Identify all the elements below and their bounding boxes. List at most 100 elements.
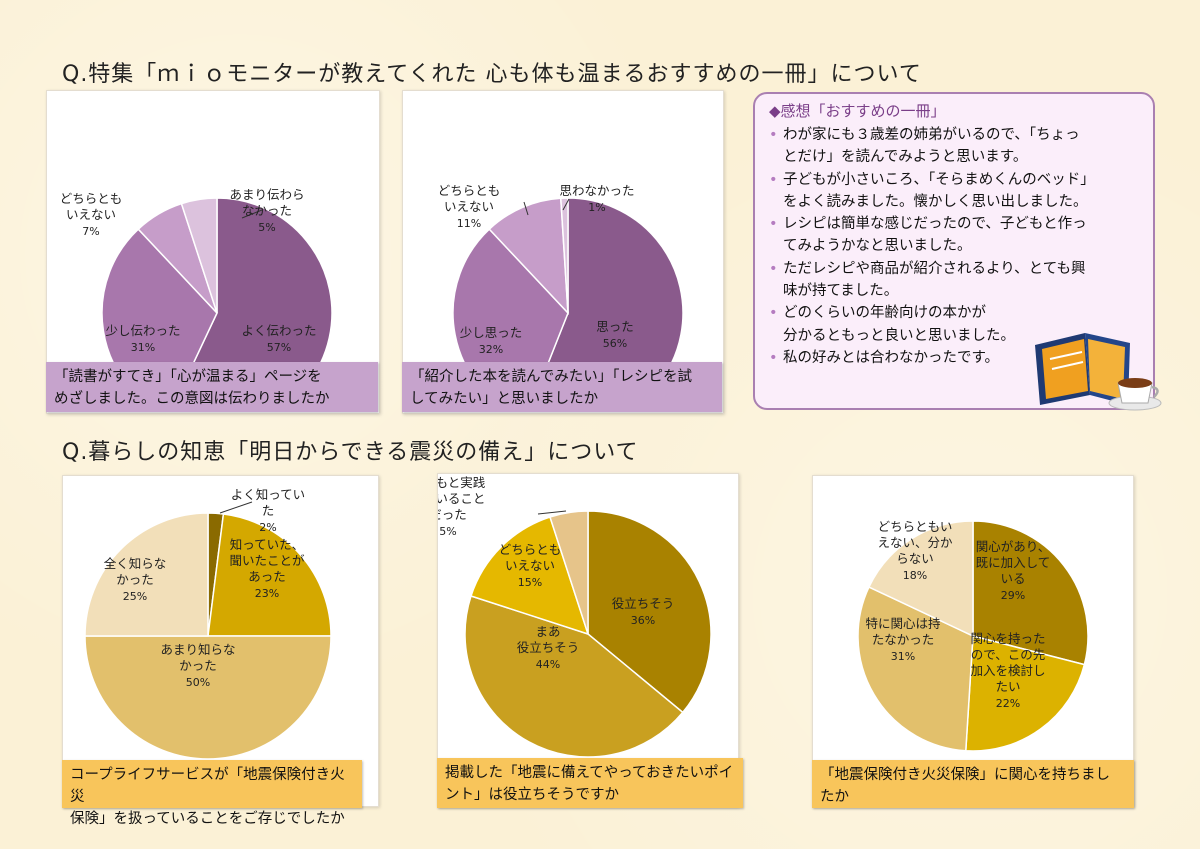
comment-item: • ただレシピや商品が紹介されるより、とても興 味が持てました。 <box>769 258 1149 303</box>
slice-label: もともと実践 <box>438 475 486 490</box>
comments-list: • わが家にも３歳差の姉弟がいるので、「ちょっ とだけ」を読んでみようと思います。 … <box>769 124 1149 369</box>
chart-card-3: よく知っていた 2% 知っていた、 聞いたことが あった 23% あまり知らな かった 50% 全… <box>62 475 379 807</box>
slice-label: 役立ちそう <box>612 596 675 611</box>
slice-label: 知っていた、 <box>230 537 304 552</box>
comment-line: 子どもが小さいころ、「そらまめくんのベッド」 <box>783 171 1095 188</box>
slice-label: どちらとも <box>60 191 123 206</box>
pie-slice <box>972 520 1089 666</box>
comment-line: 私の好みとは合わなかったです。 <box>783 349 1000 366</box>
slice-label: あった <box>248 569 286 584</box>
comment-item: • どのくらいの年齢向けの本かが 分かるともっと良いと思いました。 <box>769 302 1149 347</box>
slice-label: いる <box>1000 571 1025 586</box>
slice-label: たなかった <box>872 632 935 647</box>
leader-line <box>219 501 253 514</box>
pie-slice <box>488 197 569 316</box>
slice-label: よく伝わった <box>241 323 316 338</box>
pie-slice <box>180 197 218 314</box>
slice-label: いえない <box>444 199 494 214</box>
comment-item: • 私の好みとは合わなかったです。 <box>769 347 1149 369</box>
comment-line: ただレシピや商品が紹介されるより、とても興 <box>783 260 1086 277</box>
comment-line: 分かるともっと良いと思いました。 <box>783 327 1015 344</box>
slice-percent-label: 15% <box>518 576 542 589</box>
comment-line: レシピは簡単な感じだったので、子どもと作っ <box>783 216 1087 233</box>
slice-label: なかった <box>242 203 292 218</box>
slice-label: 関心を持った <box>970 631 1045 646</box>
leader-line <box>537 510 567 515</box>
section1-title: Q.特集「ｍｉｏモニターが教えてくれた 心も体も温まるおすすめの一冊」について <box>62 62 922 87</box>
slice-percent-label: 22% <box>996 697 1020 710</box>
pie-slice <box>101 228 218 363</box>
slice-percent-label: 44% <box>536 658 560 671</box>
caption-line: 掲載した「地震に備えてやっておきたいポイ <box>445 765 734 781</box>
pie-slice <box>452 228 569 363</box>
caption-line: ント」は役立ちそうですか <box>445 787 619 803</box>
slice-label: 特に関心は持 <box>865 616 940 631</box>
caption-line: 「紹介した本を読んでみたい」「レシピを試 <box>410 369 693 385</box>
slice-label: 役立ちそう <box>517 640 580 655</box>
slice-label: 思った <box>596 319 634 334</box>
slice-label: たい <box>995 679 1020 694</box>
slice-percent-label: 1% <box>588 201 605 214</box>
comment-line: わが家にも３歳差の姉弟がいるので、「ちょっ <box>783 127 1080 143</box>
caption-line: たか <box>820 789 849 805</box>
leader-line <box>562 198 570 211</box>
comment-line: どのくらいの年齢向けの本かが <box>783 305 986 322</box>
slice-label: た <box>262 503 275 518</box>
pie-chart-4: 役立ちそう36%まあ役立ちそう44%どちらともいえない15%もともと実践している… <box>438 475 712 758</box>
slice-label: どちらともい <box>878 519 953 534</box>
pie-slice <box>587 510 712 714</box>
slice-label: よく知ってい <box>231 487 305 502</box>
pie-slice <box>547 197 684 363</box>
book-coffee-illustration <box>1035 333 1162 411</box>
slice-label: 既に加入して <box>976 555 1051 570</box>
section2-title: Q.暮らしの知恵「明日からできる震災の備え」について <box>62 440 639 465</box>
caption-line: 「読書がすてき」「心が温まる」ページを <box>54 369 322 385</box>
comments-title: ◆感想「おすすめの一冊」 <box>769 102 946 120</box>
comment-line: てみようかなと思いました。 <box>783 238 972 255</box>
pie-slice <box>964 635 1086 752</box>
chart-card-2: 思った 56% 少し思った 32% どちらとも いえない 11% 思わなかった 1% <box>402 90 724 414</box>
question-caption-1: 「読書がすてき」「心が温まる」ページを めざしました。この意図は伝わりましたか <box>46 362 378 412</box>
slice-percent-label: 18% <box>903 569 927 582</box>
leader-line <box>523 201 529 216</box>
pie-slice <box>207 513 332 637</box>
slice-label: まあ <box>535 624 560 639</box>
slice-percent-label: 2% <box>259 521 276 534</box>
slice-percent-label: 5% <box>439 525 456 538</box>
chart-card-4: 役立ちそう36%まあ役立ちそう44%どちらともいえない15%もともと実践している… <box>437 473 739 807</box>
comment-line: 味が持てました。 <box>783 283 899 300</box>
slice-label: 聞いたことが <box>229 553 305 568</box>
slice-percent-label: 25% <box>123 590 147 603</box>
slice-percent-label: 31% <box>131 341 155 354</box>
chart-card-1: よく伝わった 57% 少し伝わった 31% どちらとも いえない 7% あまり伝わら なかった 5… <box>46 90 380 414</box>
question-caption-4: 掲載した「地震に備えてやっておきたいポイ ント」は役立ちそうですか <box>437 758 743 808</box>
comment-item: • レシピは簡単な感じだったので、子どもと作っ てみようかなと思いました。 <box>769 213 1149 258</box>
slice-label: どちらとも <box>438 183 501 198</box>
caption-line: 保険」を扱っていることをご存じでしたか <box>70 811 345 827</box>
slice-label: いえない <box>66 207 116 222</box>
comment-line: とだけ」を読んでみようと思います。 <box>783 149 1028 166</box>
caption-line: めざしました。この意図は伝わりましたか <box>54 391 330 407</box>
slice-percent-label: 57% <box>267 341 291 354</box>
pie-slice <box>867 520 974 638</box>
slice-label: 関心があり、 <box>976 539 1051 554</box>
slice-percent-label: 36% <box>631 614 655 627</box>
question-caption-5: 「地震保険付き火災保険」に関心を持ちまし たか <box>812 760 1134 808</box>
pie-slice <box>84 512 209 637</box>
slice-label: えない、分か <box>877 535 953 550</box>
pie-slice <box>559 197 569 314</box>
pie-slice <box>857 586 974 752</box>
caption-line: コープライフサービスが「地震保険付き火災 <box>70 767 345 805</box>
slice-label: かった <box>116 572 154 587</box>
leader-line <box>241 209 263 219</box>
slice-label: かった <box>179 658 217 673</box>
pie-chart-3: よく知っていた2%知っていた、聞いたことがあった23%あまり知らなかった50%全… <box>84 487 332 760</box>
slice-percent-label: 7% <box>82 225 99 238</box>
slice-label: らない <box>896 551 934 566</box>
slice-percent-label: 11% <box>457 217 481 230</box>
chart-card-5: 関心があり、 既に加入して いる 29% 関心を持った ので、この先 加入を検討し たい 22%… <box>812 475 1134 807</box>
caption-line: 「地震保険付き火災保険」に関心を持ちまし <box>820 767 1110 783</box>
